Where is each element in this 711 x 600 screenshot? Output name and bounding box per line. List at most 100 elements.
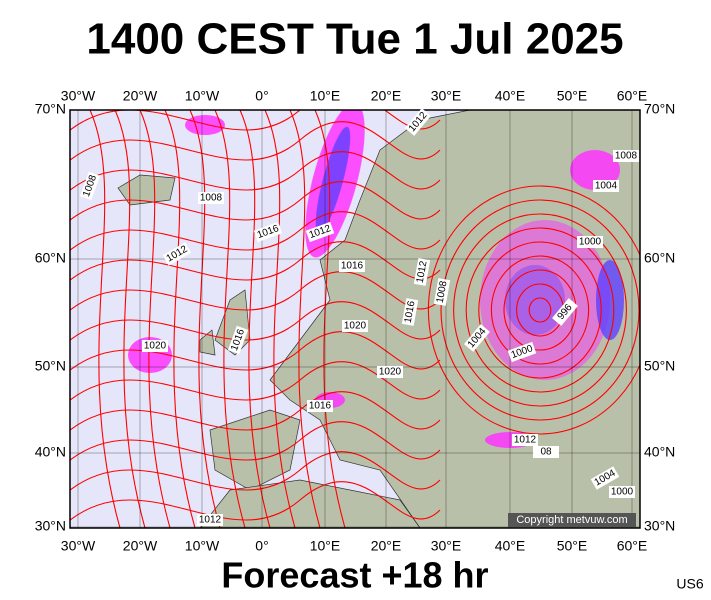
isobar-label-box [142,340,168,352]
lon-label: 60°E [617,538,648,554]
isobar-label: 1012 [413,258,431,286]
isobar-label-text: 1016 [309,401,332,412]
lon-label: 50°E [557,88,588,104]
map-area [70,110,640,528]
isobar [289,110,321,528]
isobar-label-text: 1016 [341,261,364,272]
isobar-label-box [433,278,451,306]
isobar-label-text: 08 [540,447,552,458]
isobar-label: 1008 [433,278,451,306]
isobar-label: 1020 [377,366,403,378]
lon-label: 40°E [495,538,526,554]
isobar-label-text: 1016 [403,300,418,324]
isobar [453,213,627,407]
lon-label: 20°W [123,538,158,554]
lon-label: 10°W [185,538,220,554]
lat-label: 50°N [644,358,675,374]
isobar [70,451,441,491]
isobar-label-box [613,150,639,162]
lon-label: 0° [255,538,268,554]
isobar [465,227,615,393]
copyright: Copyright metvuw.com [516,514,627,526]
isobar-label: 1012 [512,434,538,446]
isobar [427,185,640,435]
isobar-label-box [79,171,101,201]
isobar [528,297,552,323]
isobar-label-box [197,514,223,526]
isobar-label-box [593,180,619,192]
lon-label: 50°E [557,538,588,554]
lat-label: 60°N [35,250,66,266]
lon-label: 20°E [371,88,402,104]
lon-label: 20°W [123,88,158,104]
title: 1400 CEST Tue 1 Jul 2025 [86,15,623,64]
isobar-label: 1016 [401,298,419,326]
isobar [478,241,602,379]
heavy-precipitation [315,126,624,340]
lon-label: 20°E [371,538,402,554]
lon-label: 10°E [310,538,341,554]
isobar-label-box [253,221,283,243]
isobar-label-box [590,466,620,490]
isobar-label-box [307,400,333,412]
isobar [164,110,196,528]
lon-label: 30°W [61,88,96,104]
isobar-label: 08 [533,446,559,458]
lat-label: 60°N [644,250,675,266]
isobar-label-box [339,260,365,272]
isobar-label: 1008 [613,150,639,162]
isobar-label-box [512,434,538,446]
lat-label: 30°N [644,518,675,534]
graticule [70,110,640,528]
lat-label: 70°N [35,101,66,117]
isobar [490,255,590,365]
isobar [264,110,296,528]
isobar-label-text: 1012 [199,515,222,526]
isobar-label-text: 1008 [200,193,223,204]
lon-label: 60°E [617,88,648,104]
isobar-label-box [198,192,224,204]
lon-label: 30°E [431,538,462,554]
isobar-label-text: 1020 [344,321,367,332]
isobar [70,481,441,521]
isobar-label-text: 1008 [435,280,450,304]
isobar-label-text: 1008 [615,151,638,162]
isobar [70,151,441,191]
lon-label: 0° [255,88,268,104]
isobar-label-box [464,324,490,352]
isobar-label-box [507,341,537,363]
isobar [70,421,441,461]
lat-label: 50°N [35,358,66,374]
copyright-box [508,513,636,527]
isobar-label-box [552,298,578,326]
lat-label: 70°N [644,101,675,117]
isobar [70,241,441,281]
lon-label: 30°W [61,538,96,554]
isobar-label: 1000 [609,486,635,498]
isobar-label-box [405,108,431,136]
lon-label: 30°E [431,88,462,104]
isobar [139,110,171,528]
isobar-label-box [401,298,419,326]
isobar-label: 1020 [342,320,368,332]
isobar [70,211,441,251]
isobar-label: 1016 [339,260,365,272]
isobar-label: 1012 [197,514,223,526]
isobar-label-text: 1004 [595,181,618,192]
isobar [503,269,577,351]
isobar [440,199,640,421]
isobar-label-text: 1000 [611,487,634,498]
lat-label: 30°N [35,518,66,534]
isobar-label: 1000 [577,236,603,248]
lon-label: 10°W [185,88,220,104]
isobar-label-box [577,236,603,248]
isobar-label-box [377,366,403,378]
isobar [214,110,246,528]
isobar-label-box [342,320,368,332]
isobar [114,110,146,528]
isobar [70,361,441,401]
model-label: US6 [676,576,703,592]
isobar-label-box [413,258,431,286]
forecast-label: Forecast +18 hr [221,555,488,596]
